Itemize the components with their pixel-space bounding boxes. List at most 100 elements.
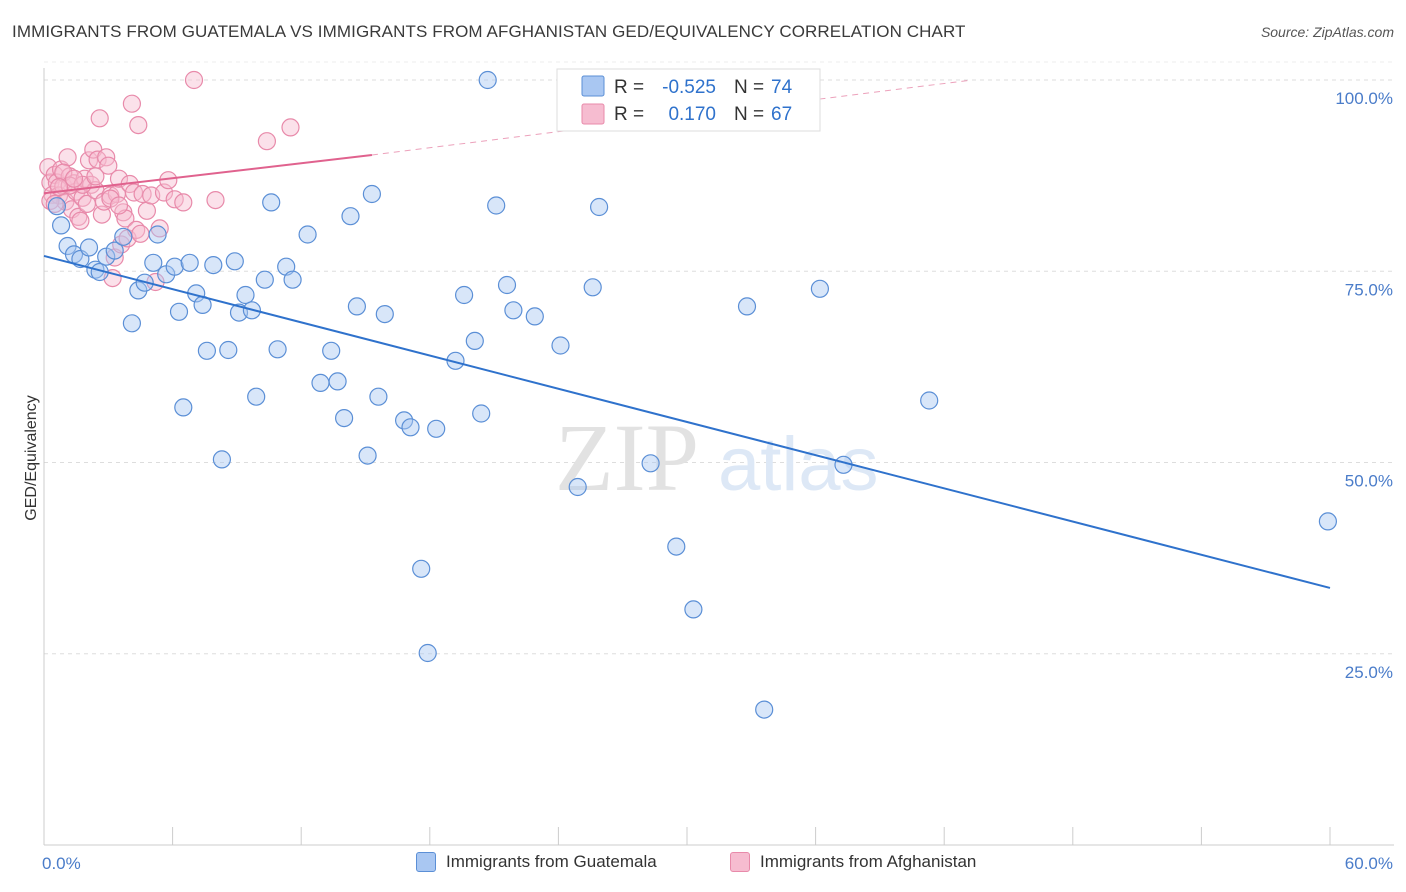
point-blue-10 bbox=[114, 227, 133, 246]
point-pink-57 bbox=[45, 194, 64, 213]
point-blue-23 bbox=[197, 341, 216, 360]
point-blue-60 bbox=[525, 307, 544, 326]
point-pink-54 bbox=[257, 132, 276, 151]
point-blue-43 bbox=[347, 297, 366, 316]
legend-r-value-afghanistan: 0.170 bbox=[668, 104, 716, 125]
point-blue-20 bbox=[180, 253, 199, 272]
watermark: ZIP atlas bbox=[555, 404, 879, 511]
legend-item-guatemala: Immigrants from Guatemala bbox=[416, 852, 657, 872]
legend-label-afghanistan: Immigrants from Afghanistan bbox=[760, 852, 977, 871]
point-blue-41 bbox=[335, 409, 354, 428]
y-tick-labels: 25.0% 50.0% 75.0% 100.0% bbox=[1335, 89, 1393, 682]
point-blue-47 bbox=[375, 305, 394, 324]
point-blue-55 bbox=[465, 331, 484, 350]
point-blue-39 bbox=[322, 341, 341, 360]
y-tick-label-1: 50.0% bbox=[1345, 472, 1393, 491]
point-blue-51 bbox=[418, 643, 437, 663]
point-blue-54 bbox=[455, 285, 474, 305]
point-blue-34 bbox=[268, 340, 287, 359]
legend-r-value-guatemala: -0.525 bbox=[662, 77, 716, 98]
point-blue-38 bbox=[311, 373, 330, 392]
point-blue-67 bbox=[684, 600, 703, 619]
point-blue-44 bbox=[358, 446, 377, 465]
point-pink-51 bbox=[174, 193, 193, 212]
point-pink-55 bbox=[281, 118, 300, 137]
series-afghanistan bbox=[39, 70, 300, 292]
point-pink-42 bbox=[129, 115, 148, 135]
point-pink-15 bbox=[71, 211, 90, 230]
point-blue-9 bbox=[105, 241, 124, 260]
point-pink-63 bbox=[109, 196, 129, 215]
point-blue-72 bbox=[920, 391, 939, 410]
point-pink-24 bbox=[90, 109, 109, 128]
point-blue-42 bbox=[341, 207, 360, 226]
point-blue-18 bbox=[169, 302, 189, 321]
point-blue-64 bbox=[589, 197, 609, 217]
point-blue-40 bbox=[328, 372, 347, 391]
y-axis-label: GED/Equivalency bbox=[23, 395, 40, 520]
legend-marker-afghanistan bbox=[730, 852, 750, 872]
point-blue-74 bbox=[478, 70, 497, 90]
point-blue-1 bbox=[51, 216, 71, 235]
point-blue-50 bbox=[412, 559, 431, 578]
point-blue-57 bbox=[487, 196, 506, 215]
legend-n-value-guatemala: 74 bbox=[771, 77, 793, 98]
legend-label-guatemala: Immigrants from Guatemala bbox=[446, 852, 657, 871]
legend-n-label-afghanistan: N = bbox=[734, 104, 764, 125]
point-pink-39 bbox=[122, 94, 141, 113]
legend-n-value-afghanistan: 67 bbox=[771, 104, 792, 125]
point-blue-59 bbox=[504, 301, 523, 320]
point-blue-32 bbox=[255, 270, 274, 289]
series-guatemala bbox=[47, 70, 1338, 719]
legend-item-afghanistan: Immigrants from Afghanistan bbox=[730, 852, 976, 872]
point-blue-0 bbox=[47, 197, 67, 216]
point-blue-73 bbox=[1318, 512, 1338, 531]
correlation-legend: R = -0.525 N = 74 R = 0.170 N = 67 bbox=[556, 68, 821, 132]
point-blue-65 bbox=[641, 454, 660, 473]
chart-title: IMMIGRANTS FROM GUATEMALA VS IMMIGRANTS … bbox=[12, 22, 966, 41]
point-blue-31 bbox=[247, 387, 266, 406]
point-blue-70 bbox=[810, 279, 830, 298]
x-tick-label-1: 60.0% bbox=[1345, 854, 1393, 873]
point-blue-14 bbox=[144, 253, 163, 272]
trend-line-blue bbox=[43, 254, 1331, 589]
point-blue-25 bbox=[212, 450, 231, 469]
legend-r-label-guatemala: R = bbox=[614, 77, 644, 98]
point-blue-36 bbox=[283, 270, 302, 289]
point-blue-33 bbox=[262, 193, 281, 212]
point-pink-65 bbox=[64, 169, 84, 188]
grid-lines bbox=[44, 61, 1394, 655]
point-blue-46 bbox=[369, 387, 388, 406]
y-tick-label-0: 25.0% bbox=[1345, 663, 1393, 682]
legend-swatch-guatemala bbox=[581, 75, 605, 97]
point-pink-44 bbox=[137, 201, 156, 220]
trend-line-pink bbox=[43, 153, 373, 195]
point-blue-48 bbox=[395, 411, 414, 430]
point-blue-52 bbox=[427, 419, 446, 438]
point-blue-15 bbox=[148, 225, 167, 244]
point-blue-17 bbox=[165, 257, 184, 276]
point-blue-24 bbox=[204, 256, 223, 275]
point-blue-66 bbox=[667, 537, 686, 556]
point-blue-45 bbox=[362, 184, 381, 204]
legend-r-label-afghanistan: R = bbox=[614, 104, 644, 125]
point-blue-49 bbox=[401, 418, 420, 437]
point-blue-63 bbox=[583, 278, 602, 297]
point-pink-53 bbox=[206, 191, 225, 210]
point-pink-28 bbox=[99, 156, 118, 175]
point-pink-33 bbox=[109, 169, 129, 188]
point-pink-61 bbox=[86, 167, 105, 186]
point-blue-58 bbox=[497, 275, 517, 295]
legend-swatch-afghanistan bbox=[581, 103, 605, 125]
y-tick-label-3: 100.0% bbox=[1335, 89, 1393, 108]
trend-lines bbox=[43, 79, 1331, 589]
point-blue-56 bbox=[472, 404, 491, 423]
y-tick-label-2: 75.0% bbox=[1345, 280, 1393, 299]
point-blue-26 bbox=[219, 340, 238, 360]
x-tick-label-0: 0.0% bbox=[42, 854, 81, 873]
point-blue-19 bbox=[174, 398, 193, 417]
source-label: Source: ZipAtlas.com bbox=[1260, 24, 1394, 40]
point-blue-37 bbox=[298, 225, 317, 244]
point-pink-64 bbox=[131, 224, 150, 243]
point-blue-29 bbox=[236, 285, 255, 305]
